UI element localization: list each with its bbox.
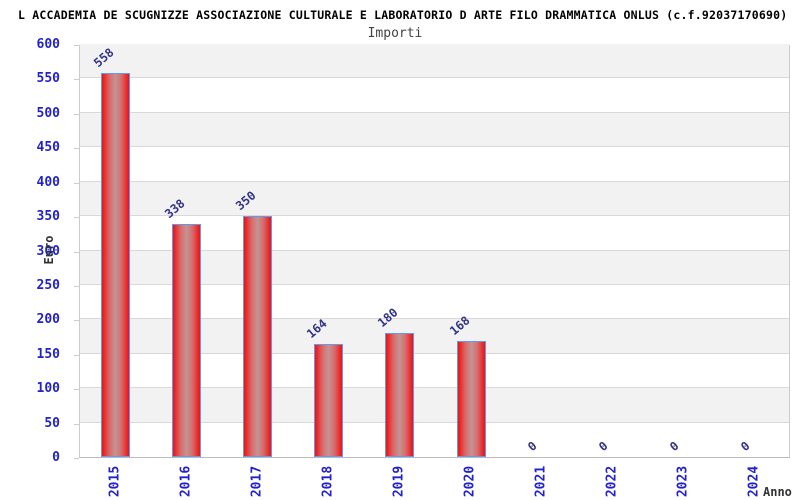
- plot-band: [80, 181, 789, 217]
- y-tick-label: 200: [36, 312, 60, 328]
- plot-band: [80, 78, 789, 113]
- gridline: [80, 215, 789, 217]
- y-tick-mark: [74, 320, 79, 322]
- y-tick-mark: [74, 79, 79, 81]
- y-tick-mark: [74, 148, 79, 150]
- x-tick-label: 2024: [746, 465, 762, 498]
- gridline: [80, 180, 789, 182]
- y-tick-label: 0: [52, 450, 60, 465]
- y-tick-mark: [74, 182, 79, 184]
- y-tick-label: 550: [36, 71, 60, 87]
- gridline: [80, 421, 789, 423]
- y-axis-title: Euro: [42, 235, 56, 265]
- chart-title: Importi: [367, 26, 423, 41]
- y-tick-mark: [74, 285, 79, 287]
- bar: [314, 344, 344, 457]
- page-title: L ACCADEMIA DE SCUGNIZZE ASSOCIAZIONE CU…: [18, 8, 788, 22]
- gridline: [80, 387, 789, 389]
- y-tick-mark: [74, 113, 79, 115]
- bar: [243, 216, 273, 457]
- x-tick-label: 2022: [604, 465, 620, 498]
- x-tick-label: 2019: [391, 465, 407, 498]
- y-tick-label: 450: [36, 140, 60, 156]
- x-tick-label: 2017: [249, 465, 265, 498]
- y-tick-label: 50: [44, 415, 60, 431]
- gridline: [80, 318, 789, 320]
- x-tick-label: 2023: [675, 465, 691, 498]
- bar: [172, 224, 202, 457]
- bar: [456, 341, 486, 457]
- plot-band: [80, 44, 789, 79]
- plot-band: [80, 112, 789, 148]
- y-tick-mark: [74, 458, 79, 459]
- y-tick-mark: [74, 354, 79, 356]
- x-tick-label: 2015: [107, 465, 123, 498]
- y-tick-label: 100: [36, 381, 60, 397]
- gridline: [80, 249, 789, 251]
- y-tick-mark: [74, 389, 79, 391]
- gridline: [80, 146, 789, 148]
- y-tick-mark: [74, 45, 79, 46]
- x-axis-title: Anno: [763, 485, 792, 499]
- x-tick-label: 2018: [320, 465, 336, 498]
- bar: [385, 333, 415, 457]
- plot-area: [79, 44, 790, 458]
- y-tick-label: 250: [36, 277, 60, 293]
- y-tick-label: 350: [36, 209, 60, 225]
- y-tick-label: 300: [36, 243, 60, 259]
- y-tick-label: 150: [36, 346, 60, 362]
- plot-band: [80, 147, 789, 182]
- y-tick-label: 600: [36, 37, 60, 52]
- gridline: [80, 111, 789, 113]
- y-tick-mark: [74, 251, 79, 253]
- gridline: [80, 352, 789, 354]
- bar: [101, 72, 131, 457]
- y-tick-mark: [74, 423, 79, 425]
- gridline: [80, 283, 789, 285]
- x-tick-label: 2016: [178, 465, 194, 498]
- y-tick-label: 500: [36, 105, 60, 121]
- gridline: [80, 77, 789, 79]
- y-tick-mark: [74, 217, 79, 219]
- y-tick-label: 400: [36, 174, 60, 190]
- x-tick-label: 2021: [533, 465, 549, 498]
- x-tick-label: 2020: [462, 465, 478, 498]
